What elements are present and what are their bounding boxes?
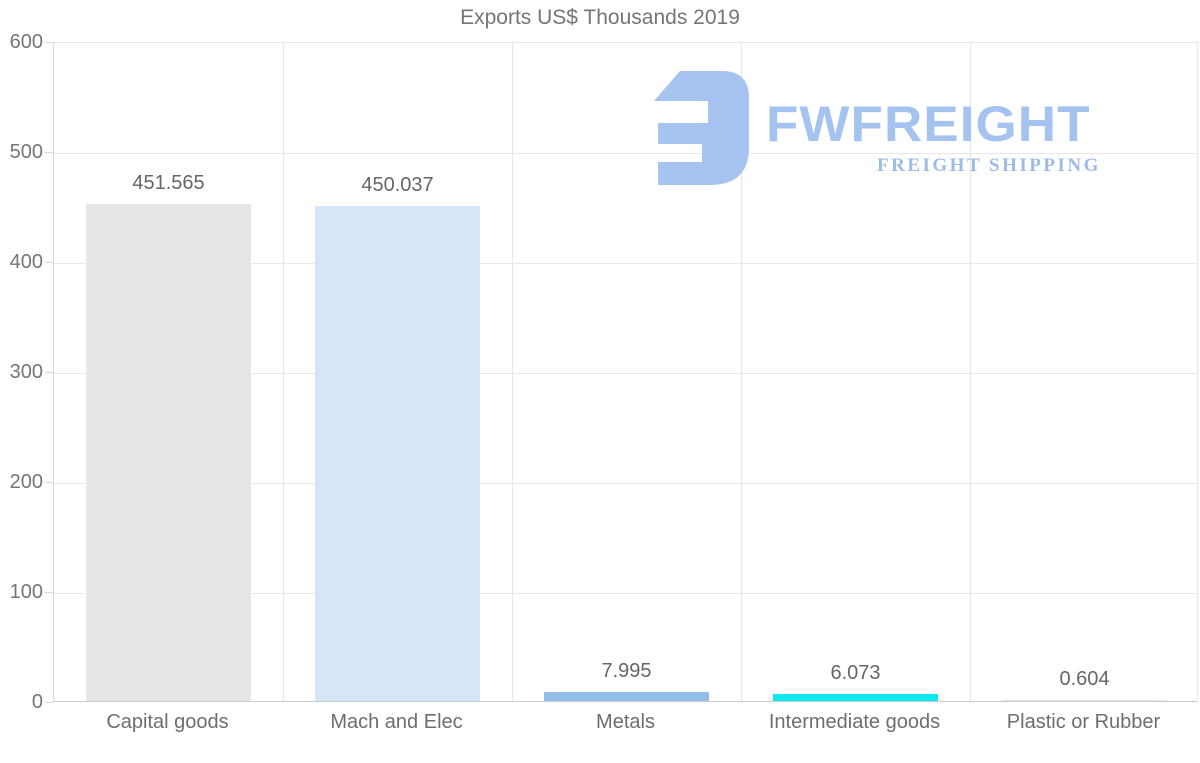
- bar: [86, 204, 251, 701]
- gridline-v: [283, 43, 284, 701]
- bar-value-label: 7.995: [601, 660, 652, 683]
- y-tick-mark: [45, 372, 53, 373]
- y-tick-label: 200: [9, 471, 43, 493]
- y-axis: 0 100 200 300 400 500 600: [0, 31, 53, 713]
- y-tick-label: 400: [9, 251, 43, 273]
- gridline-h: [54, 153, 1197, 154]
- y-tick-mark: [45, 482, 53, 483]
- y-tick-mark: [45, 152, 53, 153]
- y-tick-mark: [45, 262, 53, 263]
- gridline-h: [54, 373, 1197, 374]
- plot-area: 451.565 450.037 7.995 6.073 0.604: [53, 42, 1198, 702]
- y-tick-mark: [45, 592, 53, 593]
- bar: [315, 205, 480, 701]
- y-tick-label: 300: [9, 361, 43, 383]
- y-tick-label: 500: [9, 141, 43, 163]
- bar-value-label: 450.037: [361, 173, 434, 196]
- bar-value-label: 451.565: [132, 172, 205, 195]
- y-tick-label: 600: [9, 31, 43, 53]
- bar: [544, 692, 709, 701]
- x-tick-label: Capital goods: [106, 711, 229, 733]
- y-tick-label: 0: [31, 691, 43, 713]
- y-tick-mark: [45, 42, 53, 43]
- gridline-h: [54, 263, 1197, 264]
- x-tick-label: Mach and Elec: [330, 711, 463, 733]
- x-axis: Capital goods Mach and Elec Metals Intermed…: [53, 711, 1198, 741]
- bar: [773, 694, 938, 701]
- gridline-h: [54, 483, 1197, 484]
- y-tick-mark: [45, 702, 53, 703]
- y-tick-label: 100: [9, 581, 43, 603]
- bar: [1002, 700, 1167, 701]
- gridline-h: [54, 593, 1197, 594]
- x-tick-label: Plastic or Rubber: [1006, 711, 1161, 733]
- gridline-v: [970, 43, 971, 701]
- x-tick-label: Intermediate goods: [768, 711, 941, 733]
- bar-value-label: 6.073: [830, 662, 881, 685]
- bar-value-label: 0.604: [1059, 668, 1110, 691]
- gridline-v: [512, 43, 513, 701]
- gridline-v: [741, 43, 742, 701]
- chart-title: Exports US$ Thousands 2019: [460, 6, 740, 29]
- x-tick-label: Metals: [596, 711, 655, 733]
